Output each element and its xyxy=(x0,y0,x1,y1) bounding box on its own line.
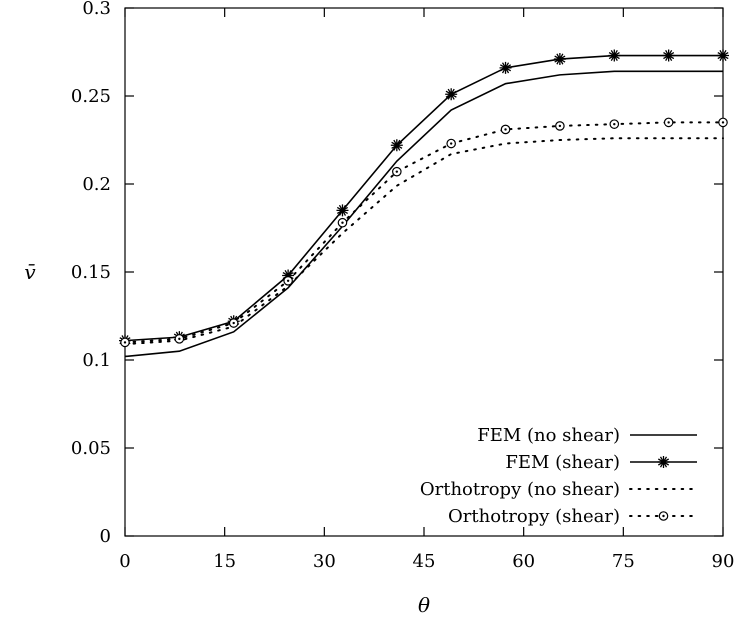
circle-marker-dot xyxy=(341,221,344,224)
data-point-star xyxy=(445,88,458,101)
series-line xyxy=(124,54,723,342)
legend-item: Orthotropy (shear) xyxy=(448,506,698,527)
data-point-circle xyxy=(392,166,402,177)
data-point-star xyxy=(499,61,512,74)
y-axis-title: v̄ xyxy=(24,260,36,284)
legend-marker-star xyxy=(657,456,670,468)
circle-marker-dot xyxy=(449,142,453,145)
data-point-star xyxy=(717,49,729,62)
y-tick-label: 0.15 xyxy=(71,262,111,283)
circle-marker-dot xyxy=(286,279,290,282)
data-point-circle xyxy=(446,138,456,149)
data-point-star xyxy=(608,49,621,62)
x-axis-title: θ xyxy=(418,593,430,617)
circle-marker-dot xyxy=(667,121,670,124)
series-line xyxy=(124,121,724,344)
series-fem-no-shear xyxy=(124,70,723,358)
circle-marker-dot xyxy=(613,122,616,126)
legend-label: Orthotropy (shear) xyxy=(448,506,620,527)
data-point-circle xyxy=(555,121,565,131)
legend-marker-circle xyxy=(658,511,669,521)
data-point-circle xyxy=(228,318,239,328)
y-tick-label: 0.25 xyxy=(71,86,111,107)
circle-marker-dot xyxy=(232,321,235,325)
circle-marker-dot xyxy=(558,124,562,128)
data-point-star xyxy=(282,269,295,282)
legend-item: Orthotropy (no shear) xyxy=(420,479,698,500)
circle-marker-dot xyxy=(178,337,181,341)
x-tick-label: 30 xyxy=(313,551,336,572)
legend-label: Orthotropy (no shear) xyxy=(420,479,620,500)
data-point-circle xyxy=(120,337,130,348)
circle-marker-dot xyxy=(721,121,725,124)
y-tick-label: 0.2 xyxy=(82,174,111,195)
data-point-star xyxy=(390,139,403,152)
legend: FEM (no shear) FEM (shear) Orthotropy (no … xyxy=(420,425,698,527)
x-tick-label: 15 xyxy=(213,551,236,572)
y-tick-label: 0.1 xyxy=(82,350,111,371)
data-point-circle xyxy=(609,119,620,129)
series-layer xyxy=(119,49,729,358)
data-point-circle xyxy=(718,117,728,128)
data-point-circle xyxy=(663,117,674,128)
circle-marker-dot xyxy=(395,170,399,173)
legend-label: FEM (no shear) xyxy=(477,425,620,446)
x-tick-label: 0 xyxy=(119,551,130,572)
y-tick-label: 0.05 xyxy=(71,438,111,459)
circle-marker-dot xyxy=(662,514,665,518)
x-tick-label: 75 xyxy=(612,551,635,572)
data-point-star xyxy=(553,53,566,66)
data-point-circle xyxy=(500,124,511,135)
x-tick-label: 90 xyxy=(712,551,735,572)
data-point-circle xyxy=(283,275,293,286)
legend-label: FEM (shear) xyxy=(505,452,620,473)
series-orthotropy-shear xyxy=(120,117,728,348)
data-point-circle xyxy=(337,217,348,228)
legend-item: FEM (no shear) xyxy=(477,425,697,446)
data-point-star xyxy=(336,204,349,217)
axis-ticks: 0 15 30 45 60 75 90 0 0.05 0.1 0.15 0.2 0.25 0.3 xyxy=(71,0,735,572)
circle-marker-dot xyxy=(504,128,507,131)
y-tick-label: 0.3 xyxy=(82,0,111,19)
legend-item: FEM (shear) xyxy=(505,452,697,473)
x-tick-label: 60 xyxy=(512,551,535,572)
series-line xyxy=(124,70,723,358)
data-point-circle xyxy=(174,334,185,344)
circle-marker-dot xyxy=(123,341,127,344)
data-point-star xyxy=(662,49,675,62)
y-tick-label: 0 xyxy=(100,526,111,547)
x-tick-label: 45 xyxy=(413,551,436,572)
